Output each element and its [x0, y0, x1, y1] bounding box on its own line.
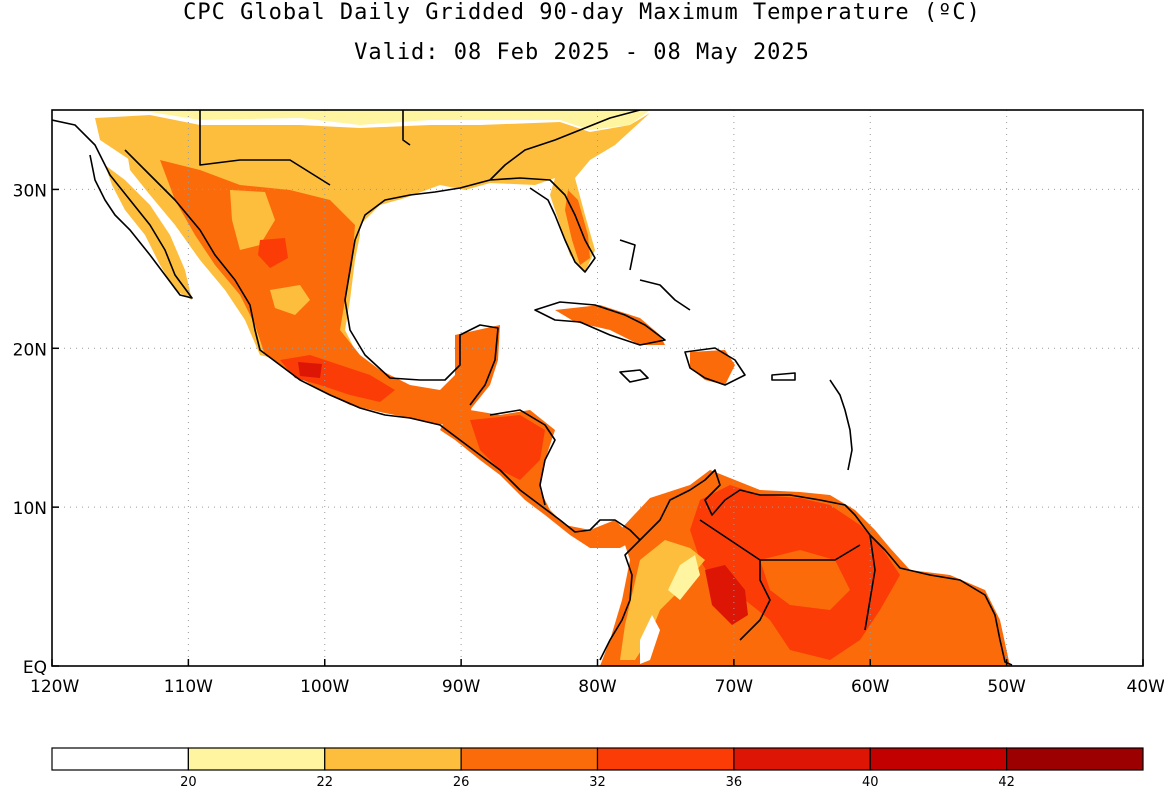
colorbar-label: 32 [589, 775, 606, 790]
coast-lesser-antilles [829, 379, 853, 471]
colorbar: 20 22 26 32 36 40 42 [51, 747, 1144, 790]
colorbar-swatch [1006, 747, 1144, 771]
lon-label: 120W [30, 677, 79, 697]
lon-label: 110W [164, 677, 213, 697]
lon-label: 80W [578, 677, 617, 697]
lat-label: 30N [13, 181, 47, 201]
lon-label: 90W [442, 677, 481, 697]
colorbar-label: 36 [726, 775, 743, 790]
coast-jamaica [619, 369, 649, 383]
colorbar-swatch [324, 747, 462, 771]
coast-hispaniola [684, 347, 746, 386]
coastlines [52, 110, 1013, 666]
colorbar-label: 40 [862, 775, 879, 790]
fill-cuba [555, 305, 665, 345]
fill-mexico-lighter-1 [230, 190, 275, 250]
coast-cuba [534, 301, 666, 346]
lon-label: 50W [987, 677, 1026, 697]
colorbar-swatch [460, 747, 599, 771]
colorbar-label: 26 [453, 775, 470, 790]
coast-south-america [599, 469, 1013, 666]
map-title: CPC Global Daily Gridded 90-day Maximum … [183, 0, 981, 25]
lon-label: 60W [851, 677, 890, 697]
fill-central-america-red [470, 415, 545, 480]
fill-south-america-darkred [705, 565, 748, 625]
coast-puerto-rico [771, 372, 796, 381]
fill-south-america-mid [760, 550, 850, 610]
fill-us-pale [75, 110, 650, 130]
fill-baja [105, 165, 192, 300]
temperature-shading [75, 110, 1010, 666]
coast-north-america [52, 110, 641, 541]
lat-label: EQ [23, 658, 47, 678]
colorbar-swatch [596, 747, 735, 771]
lon-label: 40W [1127, 677, 1164, 697]
coast-bahamas [619, 239, 691, 311]
fill-us-light-orange [95, 113, 650, 230]
colorbar-label: 22 [316, 775, 333, 790]
lon-label: 70W [715, 677, 754, 697]
fill-mexico-lighter-2 [270, 285, 310, 315]
fill-andes-pale [668, 555, 700, 600]
colorbar-swatch [733, 747, 871, 771]
lat-label: 10N [13, 499, 47, 519]
colorbar-swatch [51, 747, 189, 771]
colorbar-swatch [869, 747, 1008, 771]
fill-andes-white [640, 615, 660, 664]
fill-mexico-red-1 [258, 238, 288, 268]
map-subtitle: Valid: 08 Feb 2025 - 08 May 2025 [354, 40, 810, 65]
fill-mexico-darkred [298, 362, 322, 378]
lon-label: 100W [300, 677, 349, 697]
colorbar-label: 42 [998, 775, 1015, 790]
colorbar-swatch [187, 747, 326, 771]
lat-label: 20N [13, 340, 47, 360]
colorbar-label: 20 [180, 775, 197, 790]
